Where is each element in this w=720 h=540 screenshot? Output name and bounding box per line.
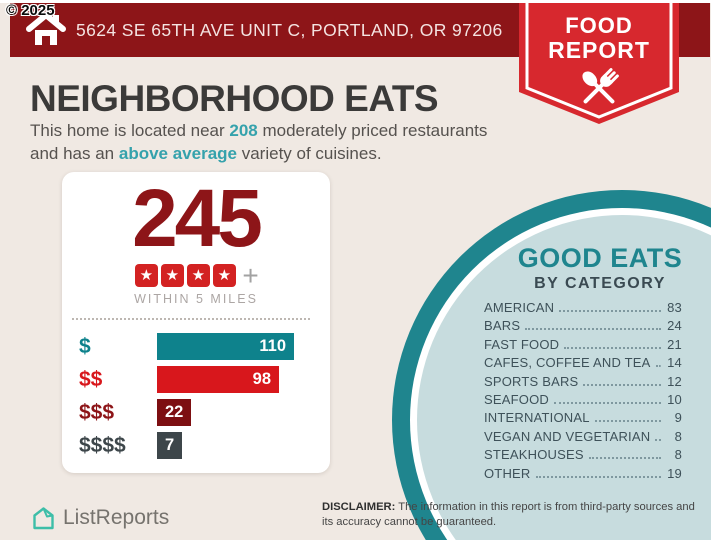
brand-name: ListReports [63, 506, 170, 529]
category-value: 9 [674, 410, 682, 426]
category-list: AMERICAN 83 BARS 24 FAST FOOD 21 CAFES, COFFEE… [484, 300, 682, 484]
category-row: SPORTS BARS 12 [484, 374, 682, 392]
property-address: 5624 SE 65TH AVE UNIT C, PORTLAND, OR 97… [76, 19, 503, 40]
price-tier-bar-chart: $110 $$ 98 $$$ 22 $$$$ 7 [62, 333, 330, 459]
category-row: INTERNATIONAL 9 [484, 410, 682, 428]
category-row: FAST FOOD 21 [484, 337, 682, 355]
dotted-leader [564, 346, 661, 349]
good-eats-subtitle: BY CATEGORY [534, 275, 666, 292]
price-tier-row: $110 [62, 333, 330, 360]
category-label: OTHER [484, 465, 531, 481]
disclaimer-label: DISCLAIMER: [322, 501, 396, 513]
category-label: SPORTS BARS [484, 373, 579, 389]
price-tier-value: 98 [252, 370, 271, 388]
category-row: AMERICAN 83 [484, 300, 682, 318]
category-value: 19 [667, 465, 682, 481]
copyright-watermark: © 2025 [6, 2, 55, 19]
intro-text: This home is located near 208 moderately… [30, 120, 510, 165]
restaurant-count: 245 [132, 173, 263, 264]
page-right-margin [711, 0, 720, 540]
ribbon-shape [519, 0, 679, 124]
dotted-divider [72, 318, 310, 320]
category-row: CAFES, COFFEE AND TEA 14 [484, 355, 682, 373]
category-label: SEAFOOD [484, 391, 549, 407]
price-tier-label: $ [79, 334, 91, 358]
category-value: 8 [674, 447, 682, 463]
price-tier-bar: 22 [157, 399, 192, 426]
category-row: BARS 24 [484, 318, 682, 336]
price-tier-row: $$ 98 [62, 366, 330, 393]
category-row: OTHER 19 [484, 466, 682, 484]
price-tier-value: 7 [165, 436, 175, 454]
intro-segment: moderately priced restaurants and has an [30, 121, 488, 163]
category-label: FAST FOOD [484, 336, 560, 352]
badge-title-line1: FOOD [565, 13, 633, 38]
category-value: 14 [667, 355, 682, 371]
good-eats-circle [392, 190, 720, 540]
food-report-badge: FOOD REPORT [519, 0, 679, 124]
good-eats-title: GOOD EATS [517, 243, 683, 273]
price-tier-bar: 110 [157, 333, 294, 360]
star-rating: ★ ★ ★ ★ + [62, 259, 330, 291]
house-icon [26, 11, 66, 45]
dotted-leader [553, 401, 661, 404]
category-row: STEAKHOUSES 8 [484, 447, 682, 465]
dotted-leader [594, 420, 661, 423]
dotted-leader [535, 475, 661, 478]
dotted-leader [525, 328, 661, 331]
category-value: 21 [667, 336, 682, 352]
category-value: 24 [667, 318, 682, 334]
rating-star-icon: ★ [212, 263, 236, 287]
price-tier-label: $$$$ [79, 433, 126, 457]
good-eats-header: GOOD EATS BY CATEGORY [470, 243, 720, 293]
page-top-margin [0, 0, 720, 3]
restaurant-summary-card: 245 ★ ★ ★ ★ + WITHIN 5 MILES $110 $$ 98 $$$ 22 $$… [62, 172, 330, 473]
page-title: NEIGHBORHOOD EATS [30, 78, 439, 119]
restaurant-count-highlight: 208 [229, 121, 258, 140]
price-tier-bar: 98 [157, 366, 279, 393]
rating-star-icon: ★ [134, 263, 158, 287]
price-tier-label: $$ [79, 367, 103, 391]
category-label: VEGAN AND VEGETARIAN [484, 428, 651, 444]
rating-star-icon: ★ [160, 263, 184, 287]
category-value: 8 [674, 428, 682, 444]
rating-star-icon: ★ [186, 263, 210, 287]
category-label: CAFES, COFFEE AND TEA [484, 355, 651, 371]
spoon-fork-icon [582, 68, 619, 104]
dotted-leader [655, 438, 661, 441]
radius-subtitle: WITHIN 5 MILES [134, 292, 258, 306]
price-tier-bar: 7 [157, 432, 183, 459]
plus-icon: + [242, 259, 259, 291]
badge-title-line2: REPORT [548, 37, 650, 63]
disclaimer: DISCLAIMER: The information in this repo… [322, 500, 706, 530]
listreports-logo: ListReports [30, 504, 169, 532]
category-row: SEAFOOD 10 [484, 392, 682, 410]
price-tier-row: $$$ 22 [62, 399, 330, 426]
category-value: 12 [667, 373, 682, 389]
category-label: INTERNATIONAL [484, 410, 590, 426]
listreports-house-icon [33, 507, 54, 530]
disclaimer-text: The information in this report is from t… [322, 501, 695, 528]
dotted-leader [559, 310, 661, 312]
price-tier-row: $$$$ 7 [62, 432, 330, 459]
intro-segment: variety of cuisines. [237, 143, 382, 163]
category-value: 10 [667, 391, 682, 407]
price-tier-label: $$$ [79, 400, 115, 424]
price-tier-value: 22 [165, 403, 184, 421]
intro-segment: This home is located near [30, 121, 230, 140]
category-value: 83 [667, 300, 682, 315]
price-tier-value: 110 [259, 337, 286, 355]
dotted-leader [583, 383, 661, 386]
dotted-leader [655, 365, 661, 368]
dotted-leader [588, 457, 661, 460]
category-label: AMERICAN [484, 300, 555, 315]
variety-highlight: above average [118, 143, 237, 163]
category-label: STEAKHOUSES [484, 447, 584, 463]
category-label: BARS [484, 318, 521, 334]
category-row: VEGAN AND VEGETARIAN 8 [484, 429, 682, 447]
